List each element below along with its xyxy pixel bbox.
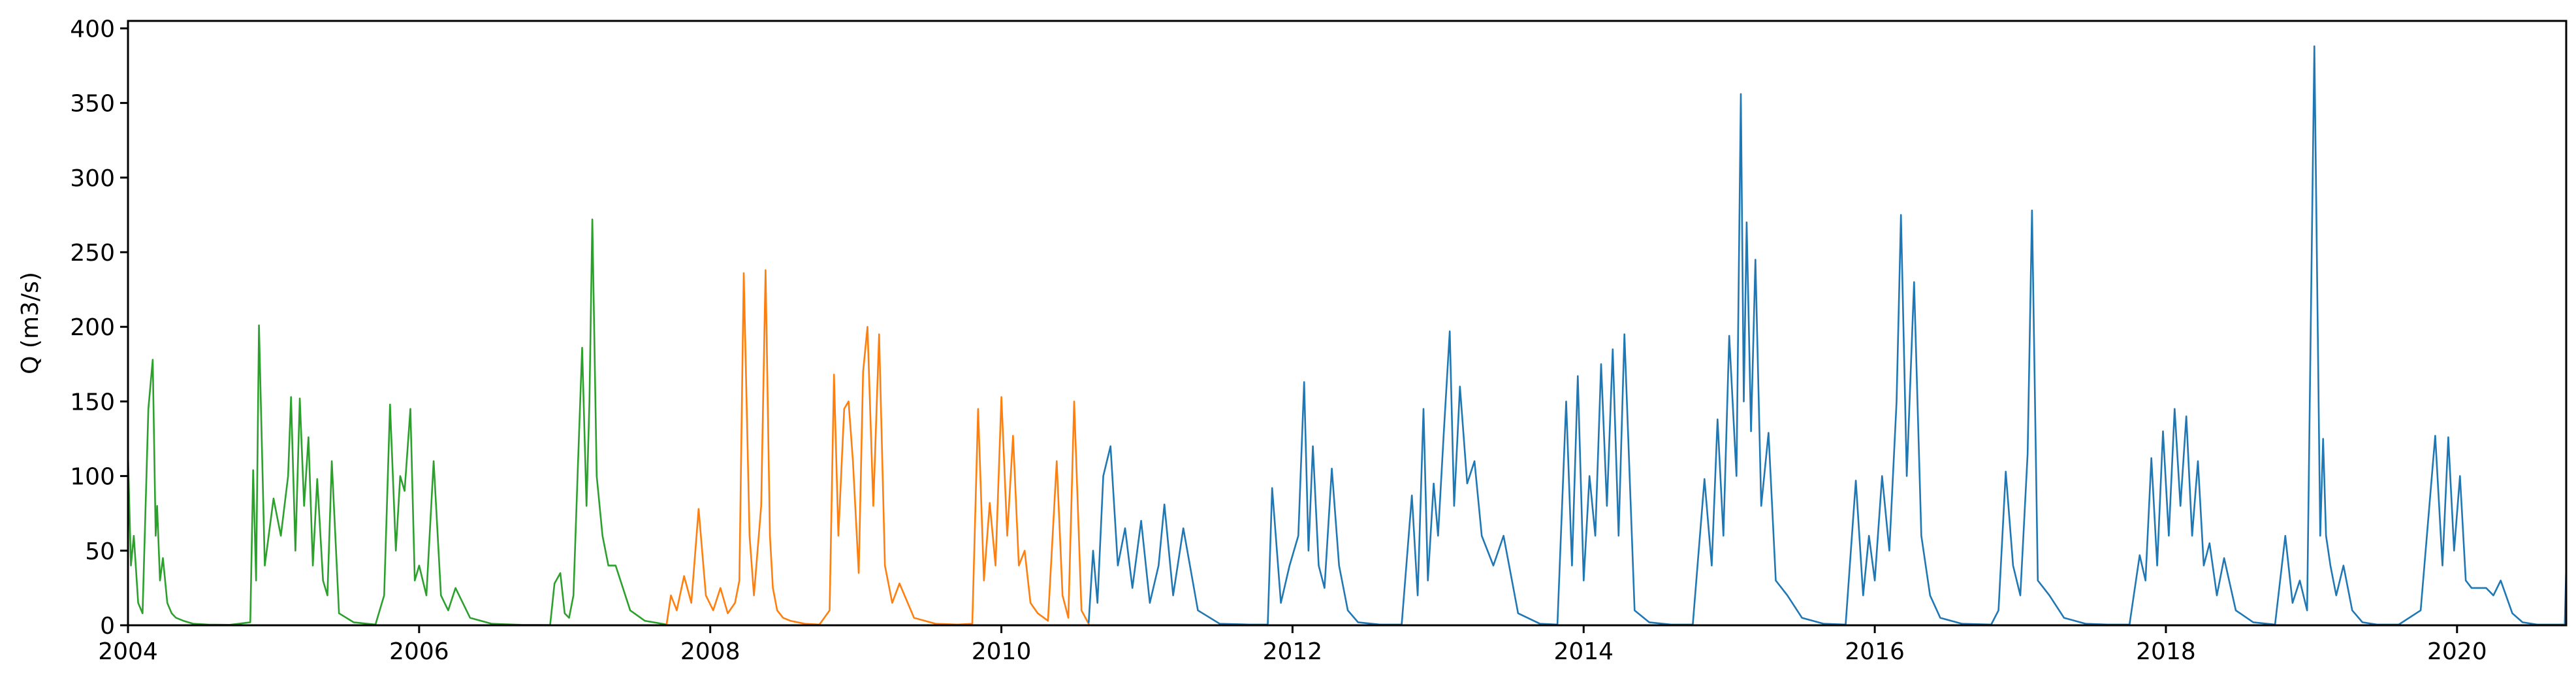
y-axis: 0 50 100 150 200 250 300 350 400	[70, 16, 128, 640]
y-tick-label: 0	[100, 613, 115, 640]
x-tick-label: 2006	[389, 638, 449, 665]
series-line-2	[665, 269, 1090, 626]
x-tick-label: 2004	[98, 638, 158, 665]
x-tick-label: 2016	[1845, 638, 1905, 665]
series-line-1	[127, 218, 668, 626]
plot-frame	[127, 20, 2568, 627]
y-axis-label: Q (m3/s)	[17, 272, 44, 374]
x-tick-label: 2018	[2136, 638, 2196, 665]
y-tick-label: 150	[70, 389, 115, 416]
x-tick-label: 2020	[2427, 638, 2487, 665]
y-tick-label: 50	[85, 538, 115, 565]
x-tick-label: 2010	[972, 638, 1032, 665]
x-tick-label: 2012	[1263, 638, 1323, 665]
series-line-3	[1088, 45, 2568, 626]
y-tick-label: 250	[70, 240, 115, 267]
x-axis: 2004 2006 2008 2010 2012 2014 2016 2018 2020	[98, 625, 2487, 665]
y-tick-label: 400	[70, 16, 115, 42]
y-tick-label: 100	[70, 464, 115, 491]
y-tick-label: 350	[70, 91, 115, 118]
x-tick-label: 2008	[680, 638, 740, 665]
series-layer	[127, 45, 2568, 626]
y-tick-label: 200	[70, 314, 115, 341]
y-tick-label: 300	[70, 165, 115, 192]
x-tick-label: 2014	[1553, 638, 1614, 665]
